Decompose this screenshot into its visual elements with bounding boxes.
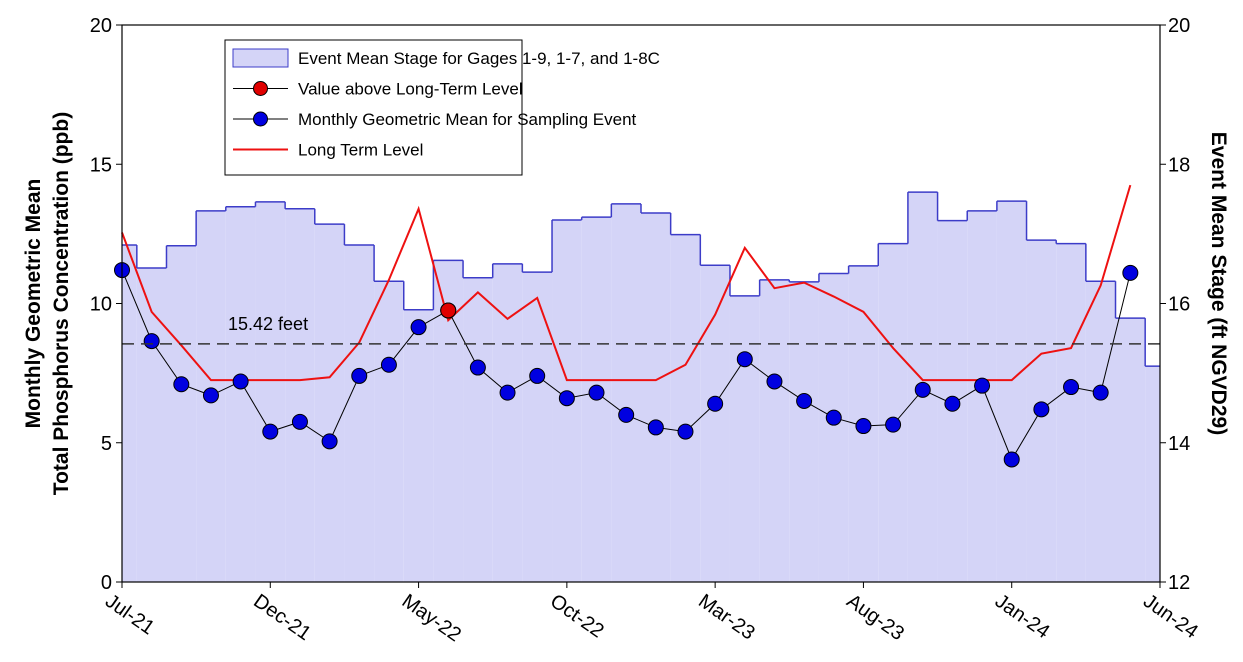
stage-step (285, 208, 315, 582)
data-point (262, 423, 279, 440)
data-point (1122, 264, 1139, 281)
stage-step (403, 309, 434, 582)
data-point (855, 418, 872, 435)
x-tick-label: Oct-22 (546, 590, 608, 642)
y-tick-label: 0 (101, 572, 112, 594)
legend-label: Value above Long-Term Level (298, 80, 523, 99)
stage-step (166, 245, 197, 582)
y-tick-label: 10 (90, 294, 112, 316)
x-tick-label: May-22 (398, 590, 465, 646)
x-tick-label: Jul-21 (101, 590, 158, 639)
stage-step (700, 265, 730, 582)
stage-step (818, 273, 849, 582)
data-point (202, 387, 219, 404)
stage-step (136, 267, 167, 582)
y-axis-title: Monthly Geometric Mean (22, 179, 45, 429)
x-tick-label: Mar-23 (694, 590, 759, 644)
legend: Event Mean Stage for Gages 1-9, 1-7, and… (224, 39, 660, 176)
y-axis-title: Total Phosphorus Concentration (ppb) (50, 112, 73, 495)
data-point (173, 376, 190, 393)
x-tick-label: Jun-24 (1139, 590, 1202, 643)
legend-label: Event Mean Stage for Gages 1-9, 1-7, and… (298, 49, 660, 68)
data-point (529, 367, 546, 384)
data-point (885, 416, 902, 433)
stage-step (611, 203, 641, 582)
stage-step (255, 201, 286, 582)
data-point (440, 302, 457, 319)
data-point (351, 367, 368, 384)
stage-step (1145, 366, 1160, 582)
stage-step (1056, 243, 1086, 582)
stage-step (967, 210, 997, 582)
data-point (1033, 401, 1050, 418)
x-tick-label: Aug-23 (843, 590, 908, 645)
data-point (796, 392, 813, 409)
stage-step (1115, 318, 1146, 582)
data-point (647, 419, 664, 436)
reference-label: 15.42 feet (228, 314, 308, 334)
stage-step (374, 281, 404, 582)
stage-step (1085, 281, 1116, 582)
data-point (321, 433, 338, 450)
y2-tick-label: 12 (1168, 572, 1190, 594)
stage-step (122, 245, 137, 582)
data-point (707, 395, 724, 412)
data-point (677, 423, 694, 440)
stage-step (641, 212, 671, 583)
stage-step (344, 245, 375, 582)
data-point (618, 406, 635, 423)
data-point (1063, 379, 1080, 396)
data-point (380, 356, 397, 373)
stage-step (314, 224, 345, 582)
stage-step (996, 201, 1027, 582)
data-point (469, 359, 486, 376)
y2-tick-label: 18 (1168, 154, 1190, 176)
stage-step (759, 279, 790, 582)
data-point (588, 384, 605, 401)
stage-step (492, 263, 523, 582)
legend-marker (253, 81, 268, 96)
legend-label: Monthly Geometric Mean for Sampling Even… (298, 110, 637, 129)
data-point (558, 390, 575, 407)
y-tick-label: 15 (90, 154, 112, 176)
y2-tick-label: 14 (1168, 433, 1190, 455)
stage-step (789, 281, 819, 582)
data-point (766, 373, 783, 390)
stage-step (225, 206, 256, 582)
data-point (1003, 451, 1020, 468)
data-point (291, 413, 308, 430)
data-point (1092, 384, 1109, 401)
legend-swatch (232, 48, 289, 68)
data-point (143, 333, 160, 350)
long-term-line (121, 184, 1132, 382)
stage-step (522, 272, 553, 582)
data-point (232, 373, 249, 390)
x-tick-label: Jan-24 (991, 590, 1054, 643)
legend-label: Long Term Level (298, 141, 423, 160)
y-tick-label: 20 (90, 15, 112, 37)
stage-step (729, 295, 760, 582)
y2-axis-title: Event Mean Stage (ft NGVD29) (1207, 132, 1230, 435)
data-point (499, 384, 516, 401)
legend-marker (253, 111, 268, 127)
x-tick-label: Dec-21 (249, 590, 314, 645)
data-point (944, 395, 961, 412)
data-point (825, 409, 842, 426)
data-point (974, 377, 991, 394)
data-point (736, 351, 753, 368)
stage-step (670, 234, 701, 583)
y-tick-label: 5 (101, 433, 112, 455)
y2-tick-label: 16 (1168, 294, 1190, 316)
y2-tick-label: 20 (1168, 15, 1190, 37)
stage-step (463, 277, 493, 582)
data-point (914, 381, 931, 398)
data-point (410, 319, 427, 336)
